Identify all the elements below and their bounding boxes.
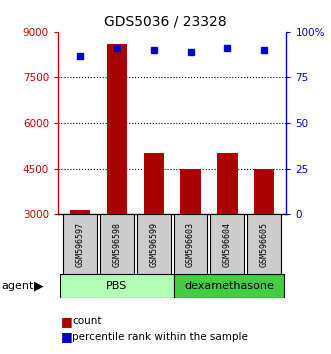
Text: GDS5036 / 23328: GDS5036 / 23328 bbox=[104, 15, 227, 29]
Bar bbox=[247, 214, 281, 274]
Bar bbox=[107, 44, 127, 214]
Bar bbox=[173, 214, 208, 274]
Text: dexamethasone: dexamethasone bbox=[184, 281, 274, 291]
Text: GSM596599: GSM596599 bbox=[149, 222, 158, 267]
Text: GSM596605: GSM596605 bbox=[260, 222, 269, 267]
Bar bbox=[100, 214, 134, 274]
Text: percentile rank within the sample: percentile rank within the sample bbox=[72, 332, 248, 342]
Text: GSM596603: GSM596603 bbox=[186, 222, 195, 267]
Bar bbox=[254, 169, 274, 214]
Text: GSM596598: GSM596598 bbox=[112, 222, 121, 267]
Bar bbox=[137, 214, 171, 274]
Bar bbox=[70, 210, 90, 214]
Text: GSM596597: GSM596597 bbox=[75, 222, 84, 267]
Text: GSM596604: GSM596604 bbox=[223, 222, 232, 267]
Bar bbox=[144, 153, 164, 214]
Bar bbox=[63, 214, 97, 274]
Bar bbox=[211, 214, 244, 274]
Bar bbox=[174, 274, 284, 298]
Bar bbox=[217, 153, 238, 214]
Text: count: count bbox=[72, 316, 102, 326]
Text: ■: ■ bbox=[61, 331, 73, 343]
Bar bbox=[180, 169, 201, 214]
Text: ■: ■ bbox=[61, 315, 73, 328]
Text: PBS: PBS bbox=[106, 281, 127, 291]
Text: ▶: ▶ bbox=[34, 280, 44, 293]
Text: agent: agent bbox=[2, 281, 34, 291]
Bar bbox=[60, 274, 174, 298]
